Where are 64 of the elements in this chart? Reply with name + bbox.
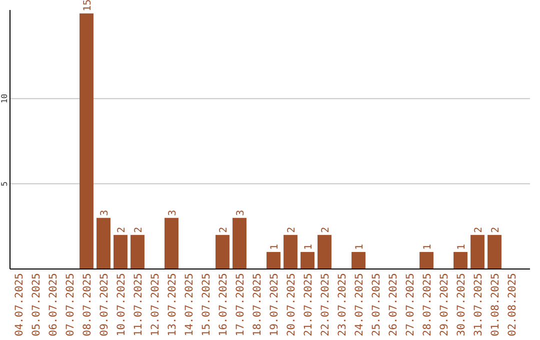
- x-tick-label: 15.07.2025: [200, 273, 212, 336]
- data-label: 3: [100, 210, 110, 216]
- x-tick-label: 22.07.2025: [320, 273, 332, 336]
- bar: [164, 218, 178, 269]
- bar: [454, 252, 468, 269]
- data-label: 1: [304, 244, 314, 250]
- x-tick-label: 19.07.2025: [268, 273, 280, 336]
- x-tick-label: 27.07.2025: [404, 273, 416, 336]
- x-tick-label: 31.07.2025: [472, 273, 484, 336]
- data-label: 2: [286, 226, 298, 233]
- x-tick-label: 26.07.2025: [388, 273, 400, 336]
- data-label: 2: [134, 226, 144, 233]
- x-tick-label: 08.07.2025: [82, 273, 94, 336]
- x-tick-label: 13.07.2025: [166, 273, 178, 336]
- x-tick-label: 23.07.2025: [336, 273, 348, 336]
- data-label: 3: [236, 210, 246, 216]
- data-label: 2: [320, 226, 332, 233]
- data-label: 2: [490, 226, 502, 233]
- bar: [284, 234, 298, 269]
- x-tick-label: 09.07.2025: [98, 273, 110, 336]
- bar: [318, 234, 332, 269]
- bar: [420, 252, 434, 269]
- bar: [352, 252, 366, 269]
- bar: [130, 234, 144, 269]
- x-tick-label: 11.07.2025: [132, 273, 144, 336]
- x-tick-label: 18.07.2025: [252, 273, 264, 336]
- data-label: 2: [218, 226, 230, 233]
- x-tick-label: 02.08.2025: [506, 273, 518, 336]
- data-label: 1: [270, 244, 280, 250]
- bar: [300, 252, 314, 269]
- y-tick-label: 5: [0, 181, 9, 186]
- x-tick-label: 30.07.2025: [456, 273, 468, 336]
- x-tick-label: 14.07.2025: [184, 273, 196, 336]
- x-tick-label: 29.07.2025: [438, 273, 450, 336]
- x-tick-label: 24.07.2025: [354, 273, 366, 336]
- data-label: 1: [354, 244, 366, 250]
- x-tick-label: 06.07.2025: [48, 273, 60, 336]
- bar: [216, 234, 230, 269]
- bar: [232, 218, 246, 269]
- y-tick-label: 10: [0, 94, 9, 104]
- data-label: 15: [82, 0, 94, 12]
- x-tick-label: 04.07.2025: [14, 273, 26, 336]
- x-tick-label: 07.07.2025: [64, 273, 76, 336]
- x-tick-label: 05.07.2025: [30, 273, 42, 336]
- bar: [470, 234, 484, 269]
- bar: [96, 218, 110, 269]
- data-label: 1: [422, 244, 434, 250]
- data-label: 1: [456, 244, 468, 250]
- x-tick-label: 28.07.2025: [422, 273, 434, 336]
- bar: [114, 234, 128, 269]
- data-label: 3: [168, 210, 178, 216]
- bar: [266, 252, 280, 269]
- x-tick-label: 12.07.2025: [150, 273, 162, 336]
- data-label: 2: [474, 226, 484, 233]
- x-tick-label: 21.07.2025: [302, 273, 314, 336]
- x-tick-label: 10.07.2025: [116, 273, 128, 336]
- x-tick-label: 25.07.2025: [370, 273, 382, 336]
- x-tick-label: 20.07.2025: [286, 273, 298, 336]
- x-tick-label: 01.08.2025: [490, 273, 502, 336]
- x-tick-label: 16.07.2025: [218, 273, 230, 336]
- data-label: 2: [116, 226, 128, 233]
- bar: [488, 234, 502, 269]
- bar: [80, 13, 94, 269]
- x-tick-label: 17.07.2025: [234, 273, 246, 336]
